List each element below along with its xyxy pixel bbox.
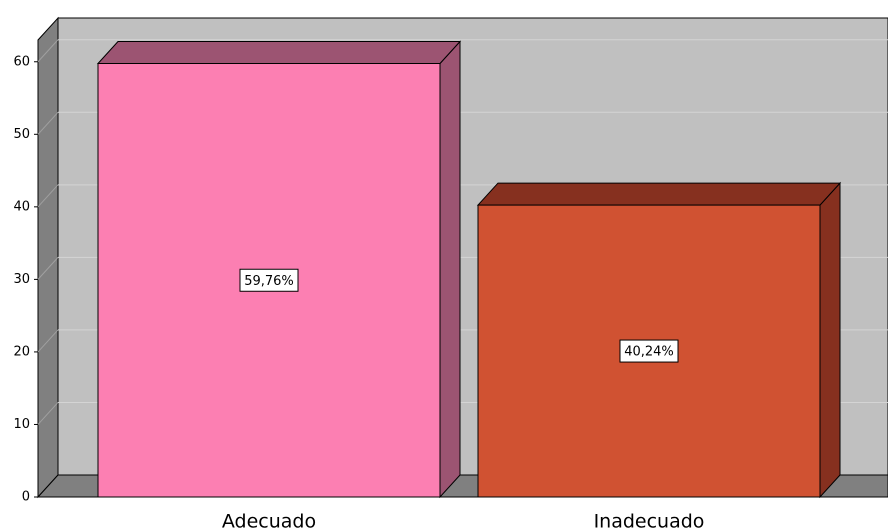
x-tick-label: Inadecuado [594,511,705,532]
y-tick-label: 50 [13,127,30,142]
grid-line [37,402,59,425]
left-wall [37,16,59,499]
y-tick-label: 0 [22,490,30,505]
grid-line [37,184,59,208]
y-tick-label: 10 [13,417,30,432]
value-label-box [619,339,679,363]
grid-line [37,111,59,135]
y-tick-label: 60 [13,54,30,69]
y-tick-label: 30 [13,272,30,287]
grid-line [37,329,59,353]
bar-top [476,182,842,206]
x-tick-label: Adecuado [222,511,316,532]
y-tick-label: 40 [13,199,30,214]
value-label: 40,24% [624,345,674,360]
value-label-box [239,268,299,292]
bar-top [96,41,462,65]
grid-line [37,257,59,280]
bar-side [819,181,841,499]
grid-line [37,39,59,63]
value-label: 59,76% [244,274,294,289]
y-tick-label: 20 [13,344,30,359]
bar-side [439,40,461,499]
